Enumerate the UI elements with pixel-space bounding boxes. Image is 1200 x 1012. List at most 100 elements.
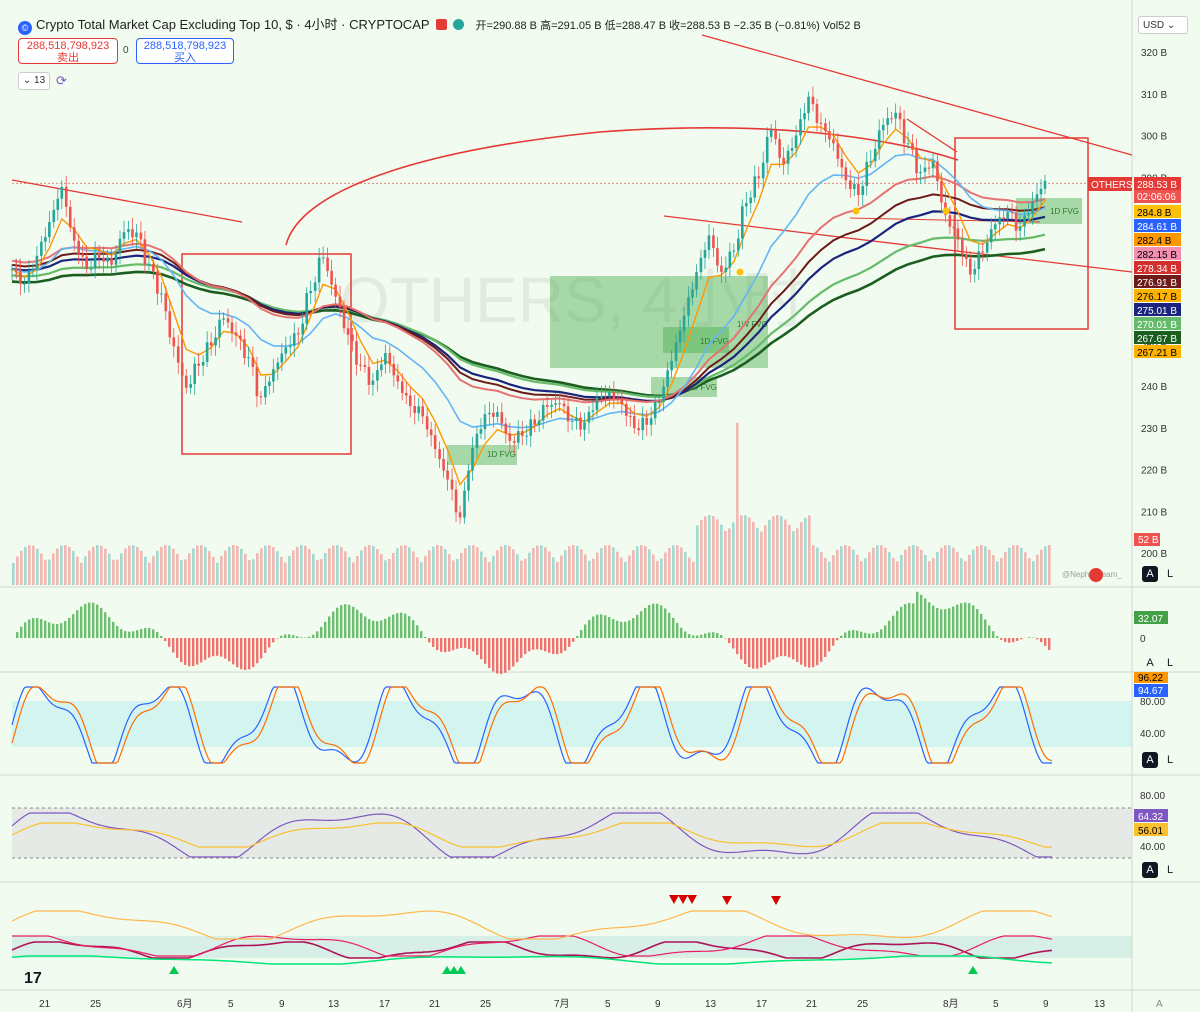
volume-bar (72, 550, 75, 585)
volume-bar (96, 545, 99, 585)
volume-bar (112, 559, 115, 585)
price-scale-label-text: 288.53 B (1137, 180, 1177, 191)
volume-bar (48, 559, 51, 585)
macd-bar (644, 607, 647, 638)
auto-scale-button[interactable]: A (1142, 566, 1158, 582)
volume-bar (320, 559, 323, 585)
macd-bar (284, 634, 287, 638)
ema-line-navy (11, 210, 1046, 403)
candle-body (131, 229, 134, 238)
candle-body (529, 419, 533, 436)
candle-body (790, 148, 794, 151)
macd-bar (572, 638, 575, 642)
auto-scale-button[interactable]: A (1146, 657, 1154, 669)
symbol-tag (1088, 177, 1132, 191)
auto-scale-button[interactable]: A (1142, 862, 1158, 878)
auto-scale-button[interactable]: A (1142, 752, 1158, 768)
volume-bar (860, 561, 863, 585)
macd-bar (948, 608, 951, 638)
volume-bar (432, 546, 435, 585)
volume-bar (612, 547, 615, 585)
volume-bar (844, 545, 847, 585)
candle-body (255, 367, 259, 397)
candle-body (678, 331, 682, 343)
stoch-k-label (1134, 684, 1168, 697)
macd-bar (1012, 638, 1015, 643)
candle-body (745, 203, 748, 207)
buy-signal-icon (169, 966, 179, 974)
macd-bar (112, 621, 115, 638)
macd-bar (624, 621, 627, 638)
candle-body (998, 217, 1001, 225)
candle-body (467, 470, 470, 491)
volume-bar (748, 517, 751, 585)
log-scale-button[interactable]: L (1166, 568, 1174, 580)
volume-bar (928, 561, 931, 585)
candle-body (778, 139, 781, 158)
candle-body (72, 227, 76, 241)
stoch-band (12, 701, 1132, 747)
candle-body (911, 143, 914, 150)
candle-body (48, 222, 51, 238)
volume-bar (532, 548, 535, 585)
currency-select[interactable]: USD ⌄ (1138, 16, 1188, 34)
candle-body (824, 123, 827, 132)
candle-body (272, 369, 275, 382)
volume-bar (268, 545, 271, 585)
candle-body (376, 370, 379, 381)
volume-bar (632, 550, 635, 585)
sell-button[interactable]: 288,518,798,923 卖出 (18, 38, 118, 64)
macd-bar (912, 603, 915, 638)
macd-bar (312, 634, 315, 638)
macd-bar (120, 629, 123, 638)
macd-bar (492, 638, 495, 672)
volume-bar (732, 522, 735, 585)
volume-bar (920, 549, 923, 585)
log-scale-button[interactable]: L (1166, 657, 1174, 669)
macd-bar (544, 638, 547, 652)
volume-bar (32, 545, 35, 585)
flag-icon[interactable] (435, 19, 447, 30)
volume-bar (852, 549, 855, 585)
indicator-count-toggle[interactable]: ⌄ 13 (18, 72, 50, 90)
candle-body (284, 347, 288, 354)
volume-bar (544, 547, 547, 585)
volume-bar (528, 552, 531, 585)
macd-bar (160, 635, 163, 638)
buy-label: 买入 (174, 52, 196, 64)
macd-bar (592, 616, 595, 638)
volume-bar (452, 560, 455, 585)
candle-body (873, 148, 877, 162)
macd-bar (620, 621, 623, 638)
macd-bar (444, 638, 447, 653)
time-axis-tick: 6月 (177, 998, 193, 1010)
macd-bar (716, 632, 719, 638)
log-scale-button[interactable]: L (1166, 864, 1174, 876)
macd-bar (192, 638, 195, 667)
candle-body (815, 104, 819, 123)
volume-bar (244, 553, 247, 585)
macd-bar (40, 619, 43, 638)
volume-bar (900, 555, 903, 585)
time-axis-tick: 9 (655, 999, 661, 1010)
candle-body (334, 284, 337, 297)
candle-body (1035, 194, 1039, 202)
price-axis-tick: 230 B (1141, 424, 1167, 435)
refresh-icon[interactable]: ⟳ (56, 73, 67, 88)
fvg-label: 1D FVG (487, 450, 516, 459)
log-scale-button[interactable]: L (1166, 754, 1174, 766)
candle-body (902, 119, 906, 144)
candle-body (541, 404, 545, 421)
macd-bar (380, 620, 383, 638)
volume-bar (436, 545, 439, 585)
macd-bar (96, 604, 99, 638)
volume-bar (340, 547, 343, 585)
volume-bar (784, 519, 787, 585)
volume-bar (512, 549, 515, 585)
candle-body (857, 184, 860, 196)
candle-body (321, 257, 325, 259)
buy-button[interactable]: 288,518,798,923 买入 (136, 38, 234, 64)
candle-body (326, 257, 329, 271)
candle-body (799, 119, 802, 136)
